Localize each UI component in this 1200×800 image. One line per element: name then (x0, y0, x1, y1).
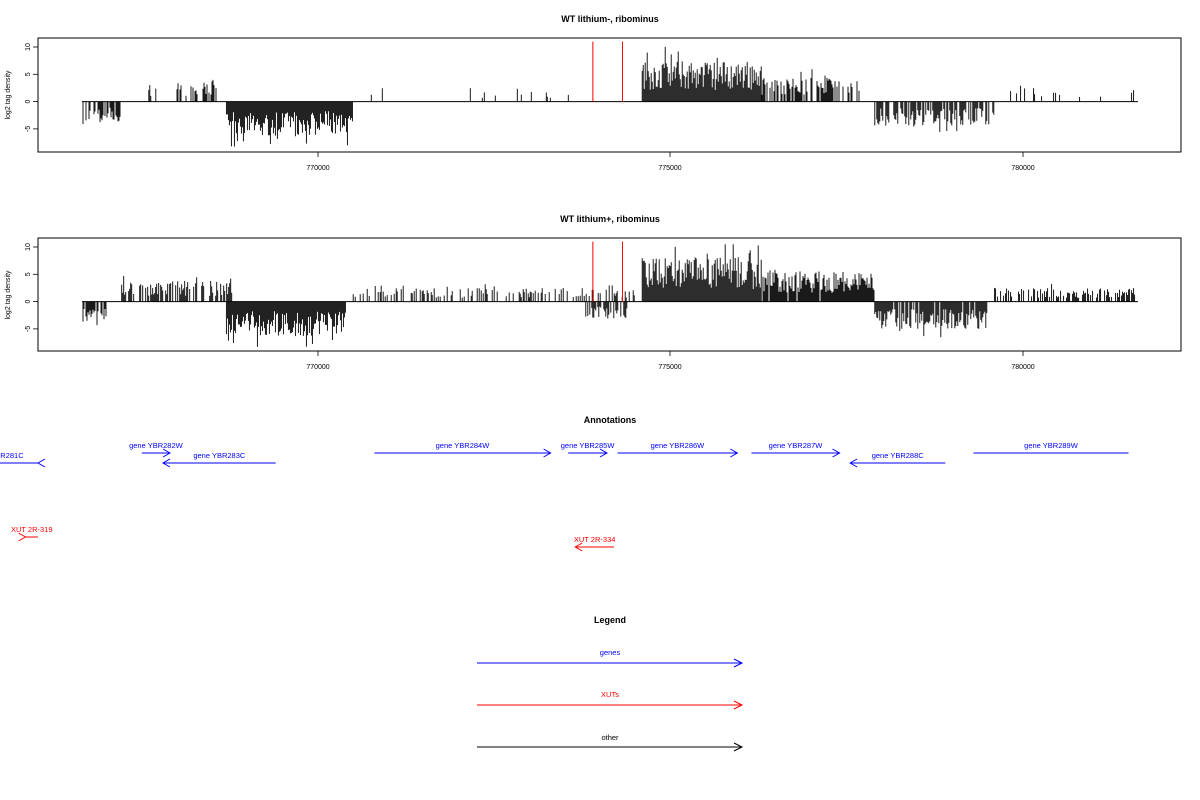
annotation-feature: gene YBR283C (161, 451, 276, 468)
annotation-feature: XUT 2R-334 (574, 535, 616, 552)
feature-label: XUT 2R-334 (574, 535, 616, 544)
arrowhead-icon (849, 458, 858, 468)
track-panel-lithium-minus: WT lithium-, ribominus 10 5 0 -5 log2 ta… (5, 14, 1182, 172)
annotation-feature: gene YBR282W (129, 441, 184, 458)
y-axis-label: log2 tag density (5, 270, 12, 320)
y-tick-label: 0 (25, 100, 32, 104)
annotations-panel: Annotations ne YBR281C gene YBR282W gene Y… (0, 415, 1129, 552)
arrowhead-icon (36, 458, 46, 468)
density-bars (82, 244, 1136, 347)
annotation-features: ne YBR281C gene YBR282W gene YBR283C gene Y… (0, 441, 1129, 552)
annotation-feature: gene YBR285W (561, 441, 616, 458)
y-tick-label: -5 (25, 326, 32, 332)
feature-label: ne YBR281C (0, 451, 24, 460)
feature-label: gene YBR283C (193, 451, 246, 460)
x-tick-label: 770000 (306, 165, 329, 172)
annotation-feature: gene YBR288C (849, 451, 946, 468)
x-tick-label: 770000 (306, 364, 329, 371)
arrowhead-icon (18, 532, 27, 542)
x-tick-label: 775000 (658, 165, 681, 172)
panel-title: WT lithium-, ribominus (561, 14, 659, 24)
track-panel-lithium-plus: WT lithium+, ribominus 10 5 0 -5 log2 ta… (5, 214, 1182, 371)
legend-item-xuts: XUTs (477, 690, 744, 710)
feature-label: gene YBR287W (769, 441, 824, 450)
x-tick-label: 780000 (1011, 165, 1034, 172)
arrowhead-icon (733, 658, 744, 668)
position-markers (592, 241, 623, 302)
arrowhead-icon (599, 448, 608, 458)
arrowhead-icon (543, 448, 552, 458)
feature-label: gene YBR288C (872, 451, 925, 460)
x-tick-label: 780000 (1011, 364, 1034, 371)
y-tick-label: 0 (25, 300, 32, 304)
y-tick-label: 10 (25, 43, 32, 51)
y-axis: 10 5 0 -5 log2 tag density (5, 243, 39, 332)
x-tick-label: 775000 (658, 364, 681, 371)
feature-label: gene YBR282W (129, 441, 184, 450)
panel-title: WT lithium+, ribominus (560, 214, 660, 224)
feature-label: gene YBR289W (1024, 441, 1079, 450)
annotation-feature: gene YBR289W (973, 441, 1129, 454)
y-axis: 10 5 0 -5 log2 tag density (5, 43, 39, 132)
feature-label: gene YBR284W (436, 441, 491, 450)
x-axis: 770000 775000 780000 (306, 350, 1035, 371)
y-tick-label: 10 (25, 243, 32, 251)
legend-item-other: other (477, 733, 744, 752)
y-tick-label: 5 (25, 72, 32, 76)
y-axis-label: log2 tag density (5, 70, 12, 120)
y-tick-label: 5 (25, 272, 32, 276)
annotation-feature: gene YBR284W (374, 441, 552, 458)
annotation-feature: ne YBR281C (0, 451, 46, 468)
annotations-title: Annotations (584, 415, 637, 425)
annotation-feature: gene YBR287W (751, 441, 841, 458)
feature-label: gene YBR285W (561, 441, 616, 450)
legend-label: XUTs (601, 690, 619, 699)
feature-label: XUT 2R-319 (11, 525, 53, 534)
density-bars (82, 46, 1135, 147)
position-markers (592, 41, 623, 102)
annotation-feature: XUT 2R-319 (11, 525, 53, 542)
legend: Legend genes XUTs other (477, 615, 744, 752)
arrowhead-icon (161, 458, 171, 468)
y-tick-label: -5 (25, 126, 32, 132)
arrowhead-icon (574, 542, 583, 552)
legend-label: genes (600, 648, 621, 657)
arrowhead-icon (730, 448, 739, 458)
x-axis: 770000 775000 780000 (306, 151, 1035, 172)
arrowhead-icon (162, 448, 171, 458)
legend-title: Legend (594, 615, 626, 625)
arrowhead-icon (733, 700, 744, 710)
arrowhead-icon (832, 448, 841, 458)
arrowhead-icon (733, 742, 744, 752)
legend-item-genes: genes (477, 648, 744, 668)
feature-label: gene YBR286W (651, 441, 706, 450)
legend-label: other (601, 733, 619, 742)
annotation-feature: gene YBR286W (617, 441, 739, 458)
